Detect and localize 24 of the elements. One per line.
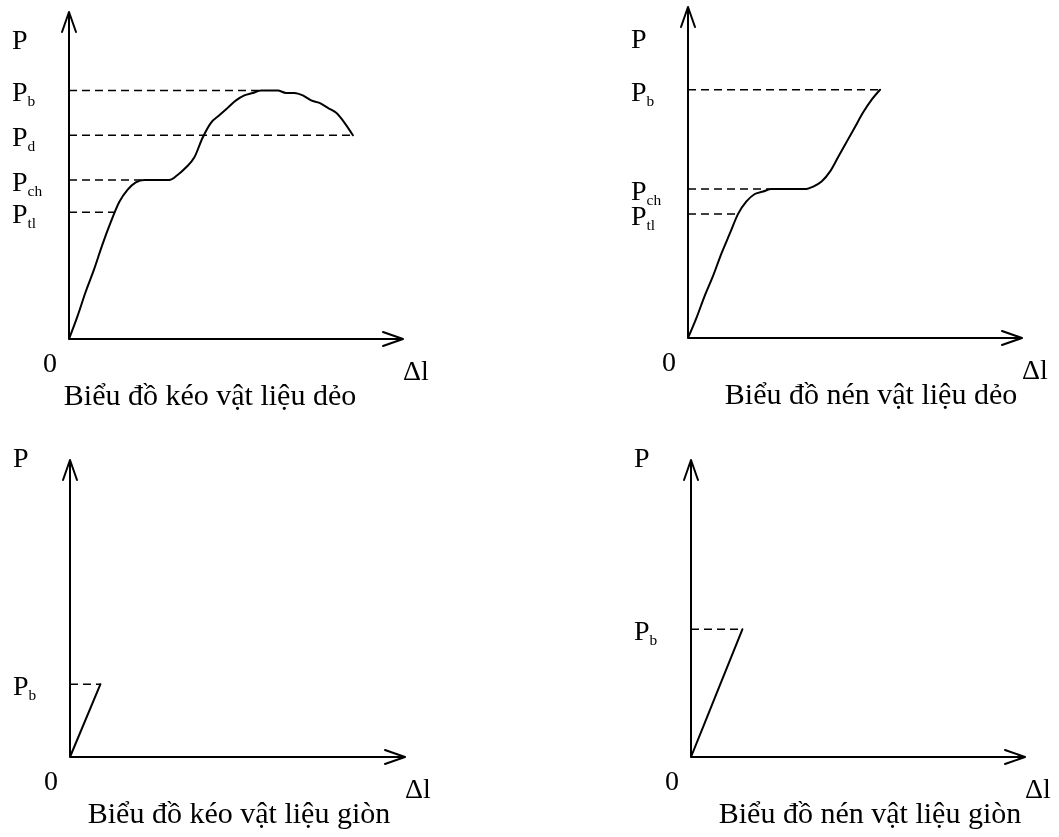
text: Biểu đồ nén vật liệu dẻo	[724, 377, 1018, 410]
y-axis-title: P	[631, 23, 647, 54]
text: 0	[665, 765, 679, 796]
x-axis-title: Δl	[403, 355, 430, 386]
ref-line-label: P$_{b}$	[13, 670, 37, 703]
text: 0	[43, 347, 57, 378]
ref-line-label: P$_{d}$	[12, 121, 36, 154]
ref-line-label: P$_{b}$	[634, 615, 658, 648]
text: 0	[44, 765, 58, 796]
text: Biểu đồ nén vật liệu giòn	[718, 796, 1022, 829]
text: Biểu đồ kéo vật liệu giòn	[87, 796, 391, 829]
y-axis-title: P	[634, 442, 650, 473]
text: 0	[662, 346, 676, 377]
y-axis-title: P	[13, 442, 29, 473]
ref-line-label: P$_{tl}$	[12, 198, 37, 231]
x-axis-title: Δl	[405, 773, 432, 804]
ref-line-label: P$_{ch}$	[631, 175, 662, 208]
x-axis-title: Δl	[1025, 773, 1052, 804]
ref-line-label: P$_{b}$	[631, 75, 655, 109]
ref-line-label: P$_{b}$	[12, 76, 36, 110]
x-axis-title: Δl	[1022, 354, 1049, 385]
y-axis-title: P	[12, 24, 28, 55]
ref-line-label: P$_{ch}$	[12, 165, 43, 199]
text: Biểu đồ kéo vật liệu dẻo	[63, 378, 357, 411]
